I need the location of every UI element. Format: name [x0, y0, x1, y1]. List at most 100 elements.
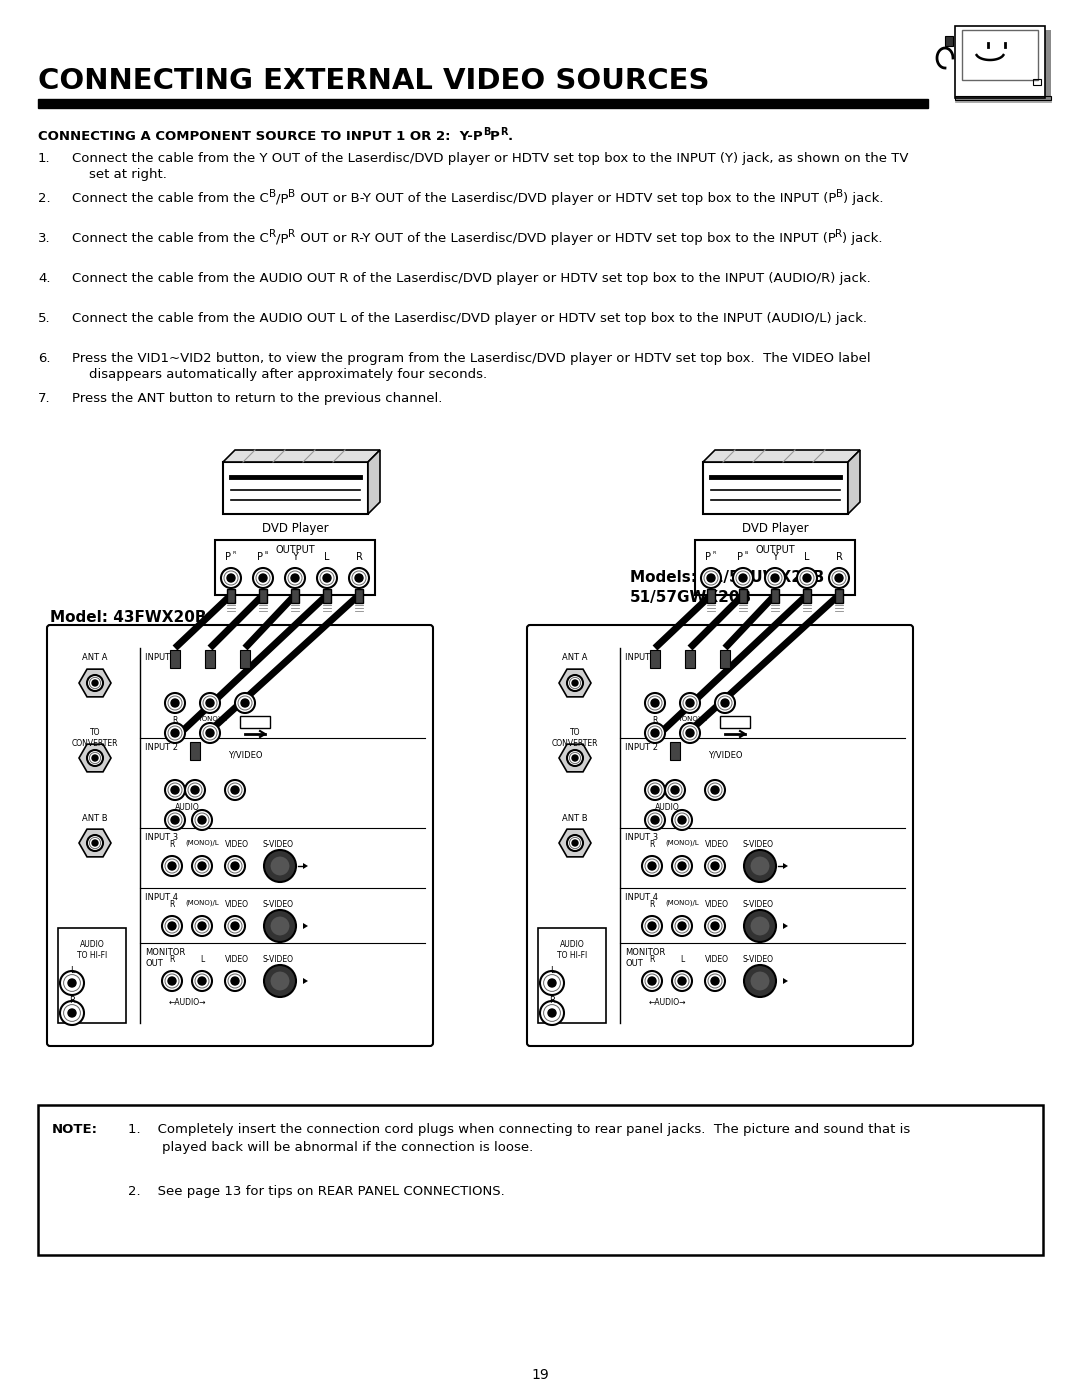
Text: P: P: [490, 130, 500, 142]
Text: R: R: [170, 840, 175, 849]
Bar: [240, 717, 270, 728]
Circle shape: [572, 680, 578, 686]
Text: R: R: [500, 127, 508, 137]
Text: P: P: [737, 552, 743, 562]
Circle shape: [270, 916, 291, 936]
Text: R: R: [649, 900, 654, 909]
Polygon shape: [703, 450, 860, 462]
Circle shape: [744, 965, 777, 997]
Text: R: R: [652, 717, 658, 725]
Text: INPUT 3: INPUT 3: [145, 833, 178, 842]
Circle shape: [540, 1002, 564, 1025]
Text: disappears automatically after approximately four seconds.: disappears automatically after approxima…: [72, 367, 487, 381]
Circle shape: [829, 569, 849, 588]
Circle shape: [192, 916, 212, 936]
Circle shape: [750, 916, 770, 936]
Circle shape: [206, 698, 214, 707]
Bar: [707, 590, 715, 604]
Text: (MONO)/L: (MONO)/L: [665, 840, 699, 847]
Circle shape: [711, 977, 719, 985]
Circle shape: [645, 693, 665, 712]
Text: OUTPUT: OUTPUT: [275, 545, 314, 555]
Bar: [205, 650, 215, 668]
Circle shape: [642, 856, 662, 876]
Bar: [739, 590, 747, 604]
Circle shape: [231, 922, 239, 930]
Circle shape: [705, 971, 725, 990]
Circle shape: [171, 787, 179, 793]
Text: AUDIO: AUDIO: [654, 803, 679, 812]
Text: S-VIDEO: S-VIDEO: [743, 840, 773, 849]
Text: CONNECTING A COMPONENT SOURCE TO INPUT 1 OR 2:  Y-P: CONNECTING A COMPONENT SOURCE TO INPUT 1…: [38, 130, 483, 142]
Circle shape: [225, 971, 245, 990]
FancyBboxPatch shape: [48, 624, 433, 1046]
Circle shape: [645, 780, 665, 800]
Circle shape: [264, 909, 296, 942]
Bar: [355, 590, 363, 604]
Text: S-VIDEO: S-VIDEO: [262, 900, 294, 909]
Text: S-VIDEO: S-VIDEO: [262, 956, 294, 964]
Text: OUT or R-Y OUT of the Laserdisc/DVD player or HDTV set top box to the INPUT (P: OUT or R-Y OUT of the Laserdisc/DVD play…: [296, 232, 835, 244]
Circle shape: [686, 729, 694, 738]
Circle shape: [191, 787, 199, 793]
Text: VIDEO: VIDEO: [705, 900, 729, 909]
Circle shape: [87, 835, 103, 851]
Circle shape: [548, 979, 556, 988]
Circle shape: [231, 977, 239, 985]
Text: L: L: [200, 956, 204, 964]
Circle shape: [264, 965, 296, 997]
Circle shape: [648, 977, 656, 985]
Text: (MONO)/L: (MONO)/L: [193, 717, 227, 722]
Bar: [670, 742, 680, 760]
Text: TO
CONVERTER: TO CONVERTER: [552, 728, 598, 749]
Text: /P: /P: [275, 232, 288, 244]
Text: ANT B: ANT B: [563, 814, 588, 823]
Circle shape: [349, 569, 369, 588]
Circle shape: [225, 916, 245, 936]
Text: Connect the cable from the C: Connect the cable from the C: [72, 232, 269, 244]
Text: OUTPUT: OUTPUT: [755, 545, 795, 555]
Bar: [227, 590, 235, 604]
FancyBboxPatch shape: [527, 624, 913, 1046]
Circle shape: [185, 780, 205, 800]
Circle shape: [678, 977, 686, 985]
Polygon shape: [303, 923, 308, 929]
Text: NOTE:: NOTE:: [52, 1123, 98, 1136]
Text: ) jack.: ) jack.: [842, 232, 883, 244]
Bar: [170, 650, 180, 668]
Circle shape: [235, 693, 255, 712]
Circle shape: [711, 787, 719, 793]
Circle shape: [198, 816, 206, 824]
Circle shape: [60, 971, 84, 995]
Text: R: R: [835, 229, 842, 239]
Text: P: P: [257, 552, 264, 562]
Text: VIDEO: VIDEO: [705, 956, 729, 964]
Circle shape: [651, 698, 659, 707]
Circle shape: [567, 835, 583, 851]
Circle shape: [721, 698, 729, 707]
Text: ᴿ: ᴿ: [713, 550, 716, 559]
Circle shape: [835, 574, 843, 583]
Polygon shape: [222, 450, 380, 462]
Circle shape: [253, 569, 273, 588]
Circle shape: [87, 675, 103, 692]
Circle shape: [171, 816, 179, 824]
Text: R: R: [170, 900, 175, 909]
Circle shape: [192, 971, 212, 990]
Text: INPUT 1: INPUT 1: [145, 652, 178, 662]
Circle shape: [241, 698, 249, 707]
Text: .: .: [508, 130, 512, 142]
Circle shape: [168, 977, 176, 985]
Text: DVD Player: DVD Player: [742, 522, 808, 535]
Text: S-VIDEO: S-VIDEO: [743, 956, 773, 964]
Text: /P: /P: [275, 191, 288, 205]
Text: R: R: [836, 552, 842, 562]
Bar: [58, 928, 126, 1023]
Polygon shape: [848, 450, 860, 514]
Text: ANT A: ANT A: [82, 652, 108, 662]
Text: Pᴮ: Pᴮ: [191, 750, 200, 759]
Circle shape: [771, 574, 779, 583]
Bar: [720, 717, 750, 728]
Text: P: P: [705, 552, 711, 562]
Text: Pᴮ: Pᴮ: [671, 750, 679, 759]
